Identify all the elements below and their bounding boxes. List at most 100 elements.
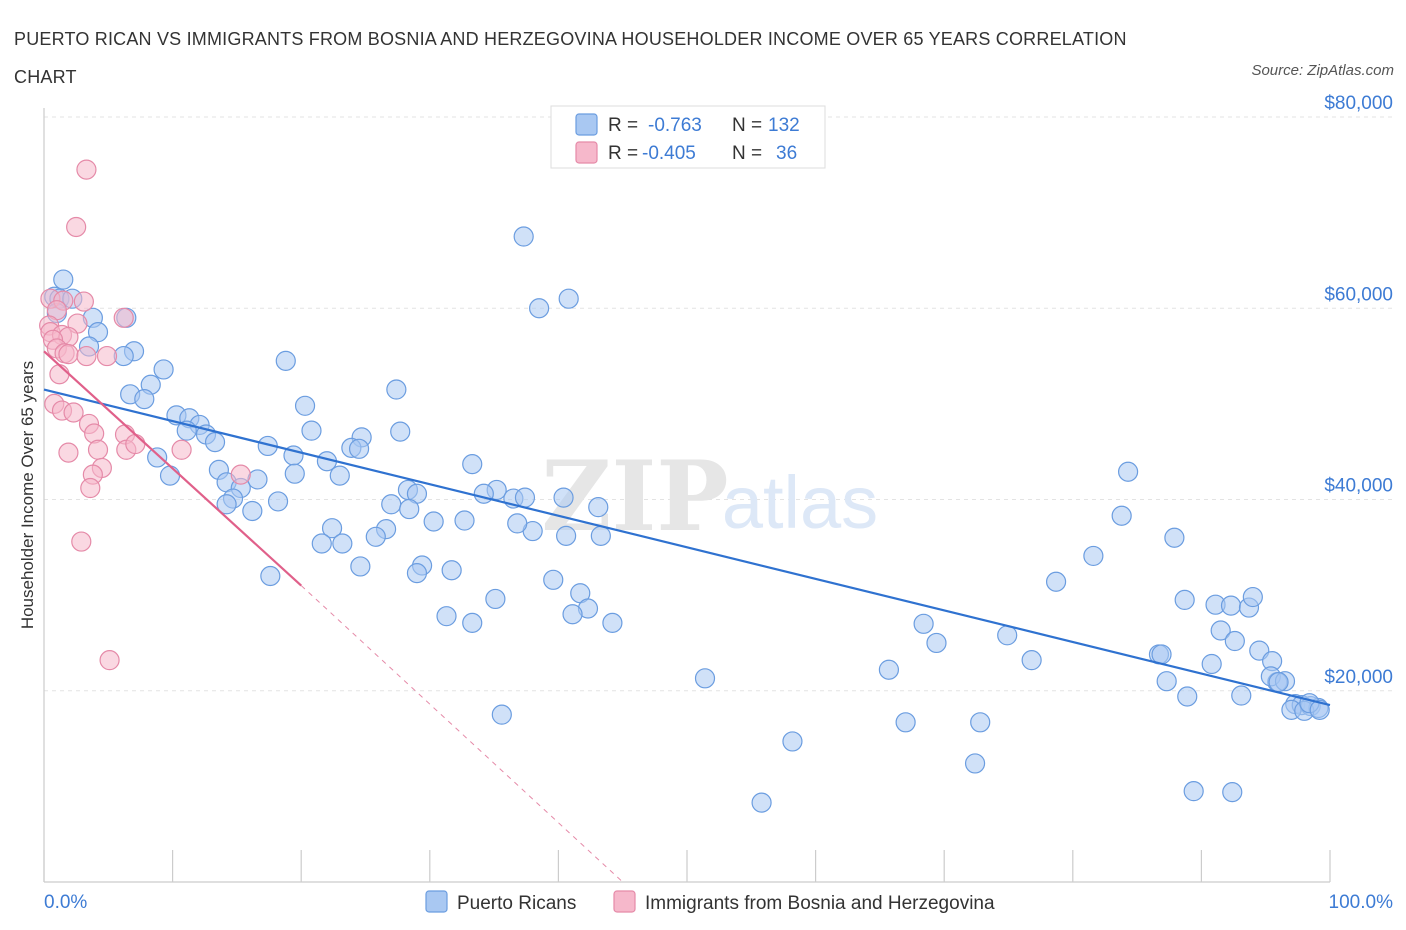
puerto-rican-point-91 bbox=[970, 712, 991, 733]
y-tick-label-20000: $20,000 bbox=[1324, 667, 1393, 688]
bosnia-point-34 bbox=[71, 531, 92, 552]
puerto-rican-point-71 bbox=[260, 565, 281, 587]
puerto-rican-point-70 bbox=[543, 569, 564, 590]
legend-n-value-2: 36 bbox=[776, 143, 797, 164]
puerto-rican-point-86 bbox=[878, 659, 900, 680]
bosnia-point-18 bbox=[49, 364, 70, 385]
bosnia-point-4 bbox=[73, 291, 94, 312]
puerto-rican-point-25 bbox=[204, 432, 226, 453]
y-tick-label-60000: $60,000 bbox=[1324, 284, 1393, 305]
bosnia-point-27 bbox=[171, 439, 192, 460]
puerto-rican-point-103 bbox=[1177, 686, 1198, 707]
puerto-rican-point-100 bbox=[1156, 671, 1177, 692]
puerto-rican-point-87 bbox=[895, 712, 916, 733]
puerto-rican-point-78 bbox=[602, 612, 623, 633]
bosnia-point-26 bbox=[125, 433, 146, 455]
bosnia-point-33 bbox=[80, 477, 101, 499]
puerto-rican-point-105 bbox=[1201, 653, 1222, 675]
puerto-rican-point-36 bbox=[284, 463, 305, 484]
puerto-rican-point-64 bbox=[332, 533, 353, 554]
puerto-rican-point-49 bbox=[267, 491, 289, 512]
legend-n-value-1: 132 bbox=[768, 115, 800, 136]
source-label: Source: ZipAtlas.com bbox=[1251, 62, 1394, 79]
puerto-rican-point-84 bbox=[782, 731, 803, 752]
puerto-rican-point-15 bbox=[134, 388, 155, 410]
watermark-atlas: atlas bbox=[722, 461, 878, 544]
bottom-legend: Puerto Ricans Immigrants from Bosnia and… bbox=[425, 890, 995, 914]
puerto-rican-point-31 bbox=[147, 447, 168, 468]
legend-n-label-1: N = bbox=[732, 115, 762, 136]
puerto-rican-point-12 bbox=[275, 350, 296, 371]
puerto-rican-point-107 bbox=[1210, 620, 1231, 641]
trend-lines bbox=[43, 350, 1331, 883]
bosnia-point-21 bbox=[63, 402, 84, 423]
puerto-rican-point-77 bbox=[562, 604, 583, 625]
legend-n-label-2: N = bbox=[732, 143, 762, 164]
puerto-rican-point-23 bbox=[390, 421, 411, 442]
puerto-rican-point-102 bbox=[1174, 589, 1195, 611]
y-axis-label: Householder Income Over 65 years bbox=[18, 361, 37, 629]
legend-r-label-2: R = bbox=[608, 143, 638, 164]
puerto-rican-point-94 bbox=[1045, 571, 1067, 592]
puerto-rican-point-61 bbox=[507, 513, 528, 534]
puerto-rican-point-69 bbox=[441, 560, 462, 581]
puerto-rican-point-35 bbox=[247, 469, 268, 490]
legend-r-value-2: -0.405 bbox=[642, 143, 696, 164]
trend-line-bosnia bbox=[43, 350, 302, 587]
puerto-rican-point-66 bbox=[350, 556, 371, 577]
puerto-rican-point-51 bbox=[242, 500, 263, 522]
bosnia-point-0 bbox=[76, 159, 97, 180]
chart-title: PUERTO RICAN VS IMMIGRANTS FROM BOSNIA A… bbox=[14, 29, 1127, 87]
puerto-rican-point-83 bbox=[694, 668, 716, 689]
puerto-rican-point-17 bbox=[386, 379, 407, 400]
puerto-rican-point-59 bbox=[365, 526, 386, 547]
legend-r-value-1: -0.763 bbox=[648, 115, 702, 136]
bosnia-point-1 bbox=[66, 216, 87, 238]
puerto-rican-point-90 bbox=[964, 753, 986, 774]
puerto-rican-point-56 bbox=[454, 510, 475, 531]
puerto-rican-point-16 bbox=[294, 395, 316, 416]
puerto-rican-point-37 bbox=[329, 465, 350, 486]
puerto-rican-point-50 bbox=[216, 494, 237, 515]
bosnia-point-16 bbox=[76, 345, 97, 367]
puerto-rican-point-74 bbox=[485, 588, 506, 610]
puerto-rican-point-82 bbox=[558, 288, 579, 309]
puerto-rican-point-52 bbox=[588, 497, 609, 518]
puerto-rican-point-34 bbox=[159, 465, 181, 486]
puerto-rican-point-68 bbox=[406, 563, 428, 584]
puerto-rican-point-72 bbox=[436, 606, 457, 627]
puerto-rican-point-79 bbox=[491, 704, 512, 725]
bosnia-point-17 bbox=[96, 345, 118, 367]
puerto-rican-point-47 bbox=[553, 487, 574, 508]
puerto-rican-point-22 bbox=[301, 420, 322, 441]
puerto-rican-point-108 bbox=[1220, 595, 1242, 616]
puerto-rican-point-65 bbox=[590, 525, 611, 546]
puerto-rican-point-7 bbox=[87, 322, 109, 343]
x-tick-label-min: 0.0% bbox=[44, 892, 87, 913]
bottom-legend-label-pink: Immigrants from Bosnia and Herzegovina bbox=[645, 893, 995, 914]
bosnia-point-31 bbox=[230, 464, 251, 485]
puerto-rican-point-38 bbox=[462, 454, 483, 475]
puerto-rican-point-97 bbox=[1117, 461, 1139, 482]
puerto-rican-point-109 bbox=[1222, 782, 1243, 803]
y-tick-label-40000: $40,000 bbox=[1324, 476, 1393, 497]
puerto-rican-point-110 bbox=[1224, 630, 1245, 652]
bosnia-point-15 bbox=[58, 344, 79, 365]
bottom-legend-swatch-pink bbox=[613, 890, 636, 913]
puerto-rican-point-55 bbox=[423, 511, 444, 532]
y-tick-labels: $20,000 $40,000 $60,000 $80,000 bbox=[1324, 93, 1393, 688]
puerto-rican-point-81 bbox=[529, 298, 550, 319]
series-bosnia bbox=[39, 159, 251, 671]
puerto-rican-point-89 bbox=[926, 632, 947, 654]
legend-r-label-1: R = bbox=[608, 115, 638, 136]
puerto-rican-point-73 bbox=[462, 612, 483, 633]
puerto-rican-point-46 bbox=[514, 487, 536, 508]
bottom-legend-label-blue: Puerto Ricans bbox=[457, 893, 576, 914]
puerto-rican-point-85 bbox=[751, 792, 772, 813]
puerto-rican-point-57 bbox=[321, 518, 343, 539]
puerto-rican-point-29 bbox=[348, 438, 370, 459]
trend-line-bosnia-extension bbox=[300, 585, 624, 883]
puerto-rican-point-88 bbox=[913, 613, 934, 634]
puerto-rican-point-53 bbox=[381, 494, 402, 515]
